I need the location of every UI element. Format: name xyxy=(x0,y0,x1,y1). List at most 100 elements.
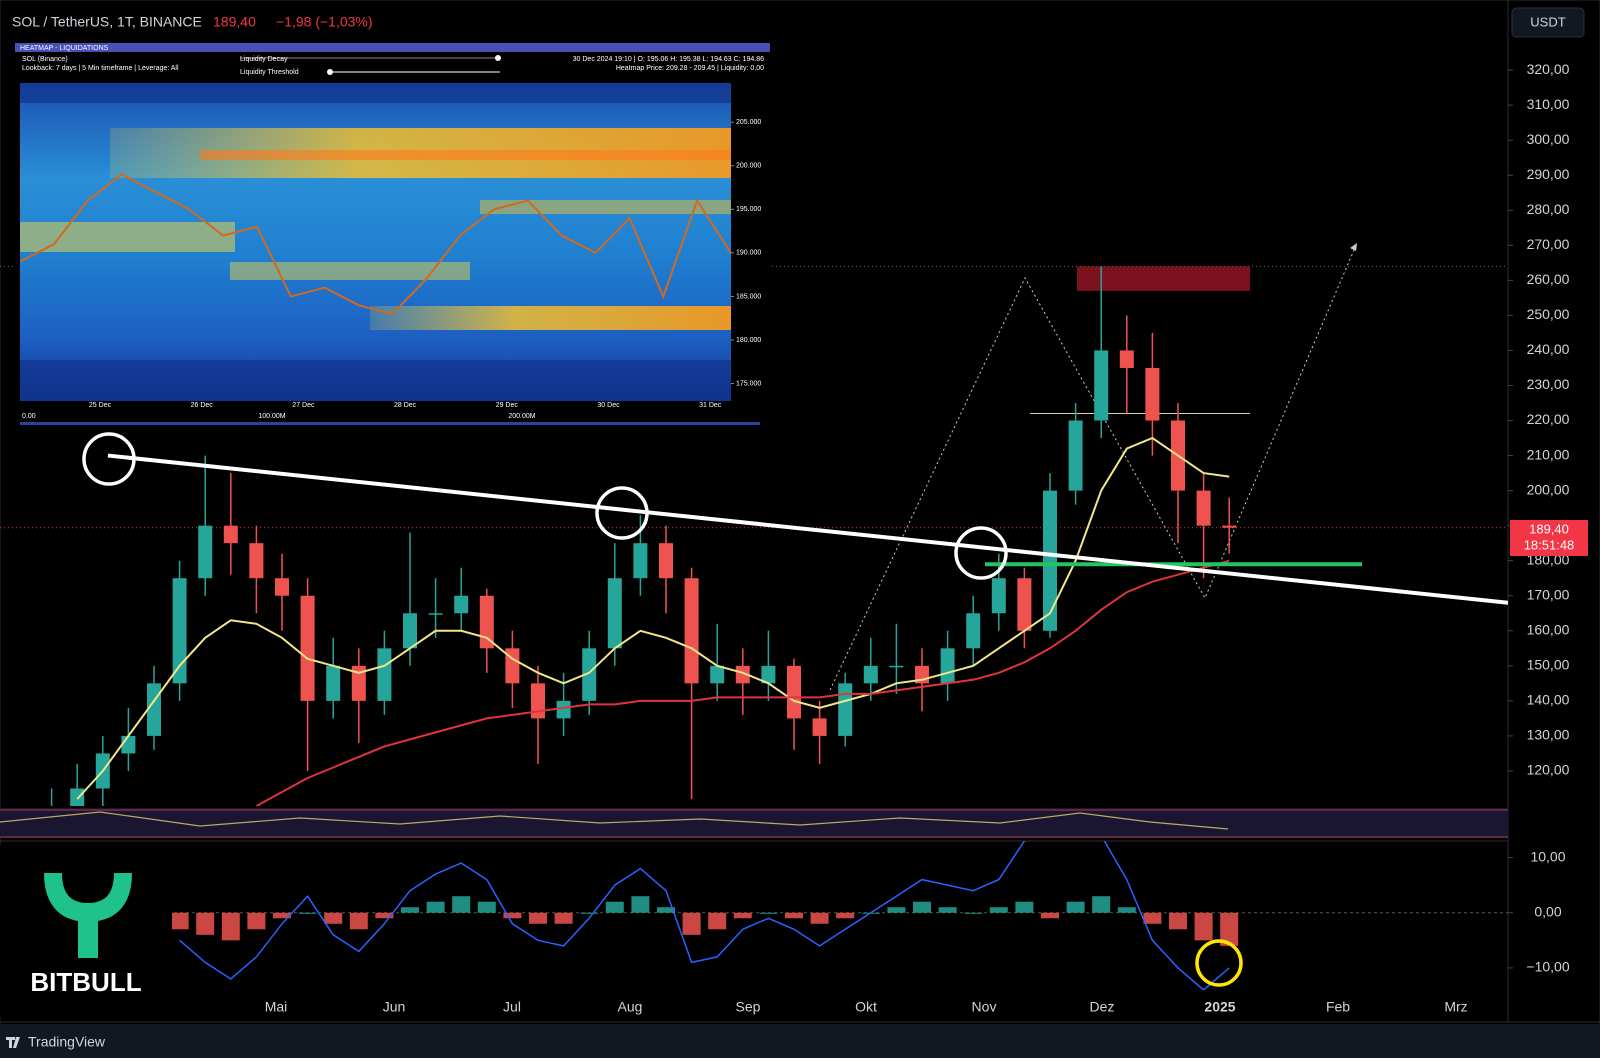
candle-body xyxy=(172,578,187,684)
histogram-bar xyxy=(1117,907,1136,913)
macd-line xyxy=(179,841,1230,990)
moving-average xyxy=(76,436,1230,800)
histogram-bar xyxy=(631,896,650,913)
highlight-circle xyxy=(1195,939,1243,987)
y-tick-label: 205.000 xyxy=(736,119,761,126)
projection-path xyxy=(829,242,1358,691)
y-tick-label: 185.000 xyxy=(736,293,761,300)
y-tick-label: 130,00 xyxy=(1527,727,1570,743)
price-change: −1,98 (−1,03%) xyxy=(276,14,373,30)
histogram-bar xyxy=(708,912,727,930)
y-tick-label: 260,00 xyxy=(1527,271,1570,287)
inset-titlebar xyxy=(15,43,770,52)
histogram-bar xyxy=(836,912,855,919)
x-tick-label: 28 Dec xyxy=(394,402,417,409)
slider-knob[interactable] xyxy=(495,55,501,61)
projection-arrow xyxy=(1350,243,1357,251)
price-label-box xyxy=(1510,520,1588,556)
heat-band xyxy=(480,200,731,214)
histogram-bar xyxy=(1041,912,1059,919)
inset-title: HEATMAP - LIQUIDATIONS xyxy=(20,45,109,52)
y-tick-label: 200,00 xyxy=(1527,481,1570,497)
scale-label: 200.00M xyxy=(508,413,535,420)
logo: BITBULL xyxy=(0,845,172,1017)
candle-body xyxy=(1043,490,1057,631)
histogram-bar xyxy=(733,912,752,919)
candle-body xyxy=(1119,350,1134,368)
y-tick-label: 150,00 xyxy=(1527,657,1570,673)
trendline xyxy=(107,453,1508,605)
heatmap-plot: 205.000 200.000 195.000 190.000 185.000 180.0… xyxy=(19,119,761,420)
price-pane xyxy=(0,265,1508,806)
x-tick-label: Jun xyxy=(383,999,406,1015)
histogram-bar xyxy=(375,912,394,919)
heat-band xyxy=(20,360,731,401)
inset-settings: Lookback: 7 days | 5 Min timeframe | Lev… xyxy=(22,65,179,72)
histogram-bar xyxy=(989,907,1008,913)
currency[interactable]: USDT xyxy=(1530,14,1565,29)
decay-label: Liquidity Decay xyxy=(240,56,288,63)
candle-body xyxy=(479,595,494,649)
histogram-bar xyxy=(913,901,931,913)
highlight-circle xyxy=(954,526,1008,580)
indicator-band xyxy=(0,808,1508,838)
histogram-bar xyxy=(247,912,266,930)
candle-body xyxy=(249,543,264,579)
histogram-bar xyxy=(1220,912,1239,946)
y-tick-label: 10,00 xyxy=(1530,848,1565,864)
x-tick-label: Mrz xyxy=(1444,999,1467,1015)
candle-body xyxy=(1196,490,1211,526)
slider-knob[interactable] xyxy=(327,69,333,75)
heat-band xyxy=(20,222,235,252)
y-tick-label: 120,00 xyxy=(1527,762,1570,778)
x-tick-label: Feb xyxy=(1326,999,1350,1015)
candle-body xyxy=(223,525,238,544)
inset-subtitle: SOL (Binance) xyxy=(22,56,68,63)
x-tick-label: 30 Dec xyxy=(597,402,620,409)
histogram-bar xyxy=(273,912,291,919)
highlight-circle xyxy=(595,486,649,540)
histogram-bar xyxy=(196,912,215,935)
axes: 120,00130,00140,00150,00160,00170,00180,… xyxy=(265,61,1570,1015)
inset-infobar xyxy=(15,52,770,80)
price-label: 189,40 xyxy=(1529,521,1569,536)
histogram-bar xyxy=(938,907,957,913)
threshold-label: Liquidity Threshold xyxy=(240,69,299,76)
histogram-bar xyxy=(401,907,419,913)
histogram-bar xyxy=(1092,896,1111,913)
histogram-bar xyxy=(580,912,599,914)
candle-body xyxy=(326,665,341,701)
histogram-bar xyxy=(887,907,906,913)
x-tick-label: Nov xyxy=(972,999,997,1015)
histogram-bar xyxy=(170,912,189,930)
x-tick-label: Jul xyxy=(503,999,521,1015)
histogram-bar xyxy=(477,901,496,913)
x-tick-label: Dez xyxy=(1090,999,1115,1015)
histogram-bar xyxy=(964,912,983,914)
candle-body xyxy=(966,613,981,649)
scale-bar xyxy=(20,422,760,425)
histogram-bar xyxy=(605,901,624,913)
heat-band xyxy=(200,150,731,160)
logo-mark xyxy=(44,873,132,958)
histogram-bar xyxy=(221,912,240,941)
inset-heatmap-price: Heatmap Price: 209.28 - 209.45 | Liquidi… xyxy=(616,65,764,72)
candle-body xyxy=(198,525,213,579)
candle-body xyxy=(377,648,392,701)
candle-body xyxy=(863,665,878,684)
inset-ohlc: 30 Dec 2024 19:10 | O: 195.06 H: 195.38 … xyxy=(573,56,764,63)
y-tick-label: 210,00 xyxy=(1527,446,1570,462)
x-tick-label: 27 Dec xyxy=(292,402,315,409)
candle-body xyxy=(633,543,648,579)
y-tick-label: 195.000 xyxy=(736,206,761,213)
currency-button[interactable] xyxy=(1511,7,1585,38)
y-tick-label: 230,00 xyxy=(1527,376,1570,392)
indicator-curve xyxy=(0,811,1229,830)
y-tick-label: 170,00 xyxy=(1527,586,1570,602)
candle-body xyxy=(351,665,366,701)
x-tick-label: 2025 xyxy=(1204,999,1235,1015)
heat-band xyxy=(370,306,731,330)
candle-body xyxy=(428,613,443,615)
candle-body xyxy=(1068,420,1083,491)
